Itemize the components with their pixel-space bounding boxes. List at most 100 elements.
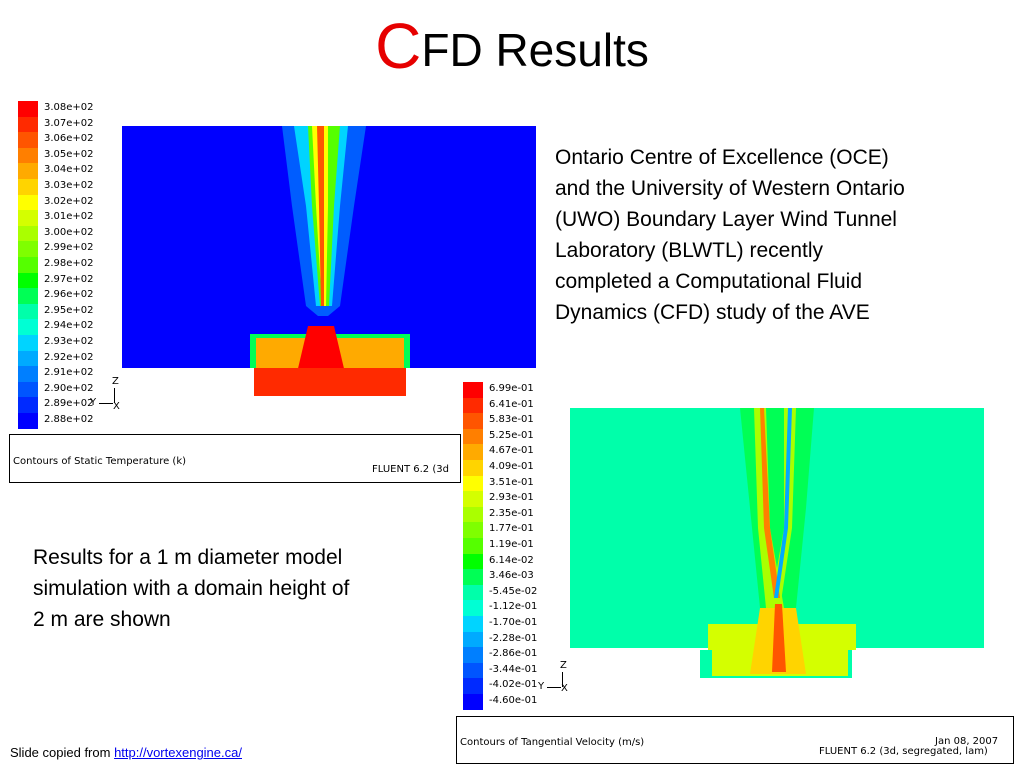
velocity-legend-label: 6.14e-02 bbox=[489, 554, 534, 566]
velocity-legend-swatch bbox=[463, 444, 483, 460]
temperature-legend-swatch bbox=[18, 272, 38, 289]
velocity-caption-box: Contours of Tangential Velocity (m/s) Ja… bbox=[456, 716, 1014, 764]
temperature-legend-label: 2.99e+02 bbox=[44, 242, 94, 254]
velocity-legend-label: 6.41e-01 bbox=[489, 398, 534, 410]
temperature-legend-label: 2.98e+02 bbox=[44, 258, 94, 269]
velocity-legend-swatch bbox=[463, 522, 483, 538]
velocity-legend-swatch bbox=[463, 584, 483, 601]
velocity-legend: 6.99e-01 6.41e-01 5.83e-01 5.25e-01 4.67e-01… bbox=[463, 382, 553, 712]
temperature-legend-label: 2.91e+02 bbox=[44, 367, 94, 379]
temperature-legend-label: 3.03e+02 bbox=[44, 180, 94, 191]
temperature-base-filler bbox=[254, 368, 406, 394]
velocity-legend-label: 2.93e-01 bbox=[489, 492, 534, 504]
temperature-legend-swatch bbox=[18, 335, 38, 351]
temp-axis-x: X bbox=[113, 401, 120, 412]
temperature-legend-label: 2.90e+02 bbox=[44, 382, 94, 394]
temperature-legend-label: 3.04e+02 bbox=[44, 164, 94, 176]
temperature-legend-swatch bbox=[18, 179, 38, 195]
vel-axis-line-h bbox=[547, 687, 561, 688]
velocity-caption: Contours of Tangential Velocity (m/s) bbox=[460, 737, 645, 748]
temperature-legend-label: 3.05e+02 bbox=[44, 148, 94, 160]
slide-title: CFD Results bbox=[0, 8, 1024, 85]
velocity-legend-swatch bbox=[463, 616, 483, 632]
velocity-legend-swatch bbox=[463, 569, 483, 585]
velocity-legend-label: 3.46e-03 bbox=[489, 570, 534, 582]
temperature-legend-swatch bbox=[18, 194, 38, 211]
temperature-legend-swatch bbox=[18, 303, 38, 320]
velocity-date: Jan 08, 2007 bbox=[935, 736, 999, 747]
temperature-legend-swatch bbox=[18, 147, 38, 164]
velocity-legend-label: -1.70e-01 bbox=[489, 617, 538, 628]
temperature-legend-label: 2.95e+02 bbox=[44, 304, 94, 316]
velocity-legend-label: -5.45e-02 bbox=[489, 585, 538, 597]
temperature-legend-swatch bbox=[18, 241, 38, 257]
velocity-legend-label: -3.44e-01 bbox=[489, 663, 538, 675]
temperature-legend-label: 2.89e+02 bbox=[44, 398, 94, 410]
temperature-legend-label: 2.97e+02 bbox=[44, 273, 94, 285]
temperature-legend-swatch bbox=[18, 101, 38, 117]
vel-axis-x: X bbox=[561, 683, 568, 694]
temperature-axis-triad: Z Y X bbox=[90, 376, 130, 412]
vel-axis-line-v bbox=[562, 672, 563, 687]
velocity-legend-swatch bbox=[463, 460, 483, 476]
velocity-legend-swatch bbox=[463, 694, 483, 710]
temperature-software: FLUENT 6.2 (3d bbox=[372, 464, 449, 475]
temperature-legend-label: 2.93e+02 bbox=[44, 336, 94, 347]
temperature-contour-plot bbox=[122, 126, 536, 396]
velocity-legend-label: 3.51e-01 bbox=[489, 476, 534, 488]
oce-description: Ontario Centre of Excellence (OCE) and t… bbox=[555, 146, 905, 324]
footer-prefix: Slide copied from bbox=[10, 745, 115, 760]
velocity-legend-swatch bbox=[463, 475, 483, 492]
temperature-legend-swatch bbox=[18, 366, 38, 382]
temperature-legend-swatch bbox=[18, 225, 38, 242]
velocity-legend-label: -2.86e-01 bbox=[489, 648, 538, 660]
temperature-legend-label: 2.94e+02 bbox=[44, 320, 94, 332]
velocity-axis-triad: Z Y X bbox=[538, 660, 578, 696]
temperature-legend-swatch bbox=[18, 381, 38, 398]
velocity-legend-label: 5.83e-01 bbox=[489, 414, 534, 426]
velocity-legend-swatch bbox=[463, 553, 483, 570]
velocity-legend-swatch bbox=[463, 647, 483, 663]
velocity-legend-swatch bbox=[463, 413, 483, 429]
velocity-legend-label: 4.09e-01 bbox=[489, 461, 534, 472]
footer-link[interactable]: http://vortexengine.ca/ bbox=[114, 745, 242, 760]
vel-axis-z: Z bbox=[560, 660, 567, 671]
temperature-legend: 3.08e+02 3.07e+02 3.06e+02 3.05e+02 3.04e+02… bbox=[18, 101, 108, 431]
velocity-software: FLUENT 6.2 (3d, segregated, lam) bbox=[819, 746, 988, 757]
velocity-legend-label: -2.28e-01 bbox=[489, 632, 538, 644]
title-first-letter: C bbox=[375, 10, 422, 82]
velocity-legend-swatch bbox=[463, 678, 483, 694]
velocity-legend-label: -1.12e-01 bbox=[489, 601, 538, 613]
temperature-legend-swatch bbox=[18, 288, 38, 304]
velocity-legend-swatch bbox=[463, 538, 483, 554]
velocity-legend-label: -4.02e-01 bbox=[489, 679, 538, 691]
temperature-caption: Contours of Static Temperature (k) bbox=[13, 456, 187, 467]
temperature-legend-label: 3.01e+02 bbox=[44, 211, 94, 223]
velocity-legend-label: 4.67e-01 bbox=[489, 445, 534, 457]
temperature-legend-swatch bbox=[18, 257, 38, 273]
temp-axis-y: Y bbox=[90, 397, 97, 408]
velocity-legend-label: 5.25e-01 bbox=[489, 429, 534, 441]
temperature-caption-box: Contours of Static Temperature (k) FLUEN… bbox=[9, 434, 461, 483]
velocity-legend-swatch bbox=[463, 397, 483, 414]
footer: Slide copied from http://vortexengine.ca… bbox=[10, 745, 242, 760]
temperature-legend-label: 3.02e+02 bbox=[44, 195, 94, 207]
temperature-legend-label: 3.07e+02 bbox=[44, 117, 94, 129]
velocity-legend-label: 6.99e-01 bbox=[489, 383, 534, 394]
temperature-legend-swatch bbox=[18, 319, 38, 335]
temperature-legend-label: 2.92e+02 bbox=[44, 351, 94, 363]
temperature-legend-swatch bbox=[18, 350, 38, 367]
velocity-legend-label: -4.60e-01 bbox=[489, 695, 538, 706]
temperature-legend-label: 2.96e+02 bbox=[44, 289, 94, 301]
velocity-legend-label: 1.77e-01 bbox=[489, 523, 534, 535]
vel-axis-y: Y bbox=[538, 681, 545, 692]
velocity-contour-plot bbox=[570, 408, 984, 678]
temperature-legend-label: 3.08e+02 bbox=[44, 102, 94, 113]
temperature-legend-label: 3.00e+02 bbox=[44, 226, 94, 238]
velocity-legend-swatch bbox=[463, 491, 483, 507]
temperature-legend-swatch bbox=[18, 132, 38, 148]
temp-axis-z: Z bbox=[112, 376, 119, 387]
temperature-legend-swatch bbox=[18, 116, 38, 133]
velocity-legend-swatch bbox=[463, 382, 483, 398]
velocity-legend-swatch bbox=[463, 631, 483, 648]
